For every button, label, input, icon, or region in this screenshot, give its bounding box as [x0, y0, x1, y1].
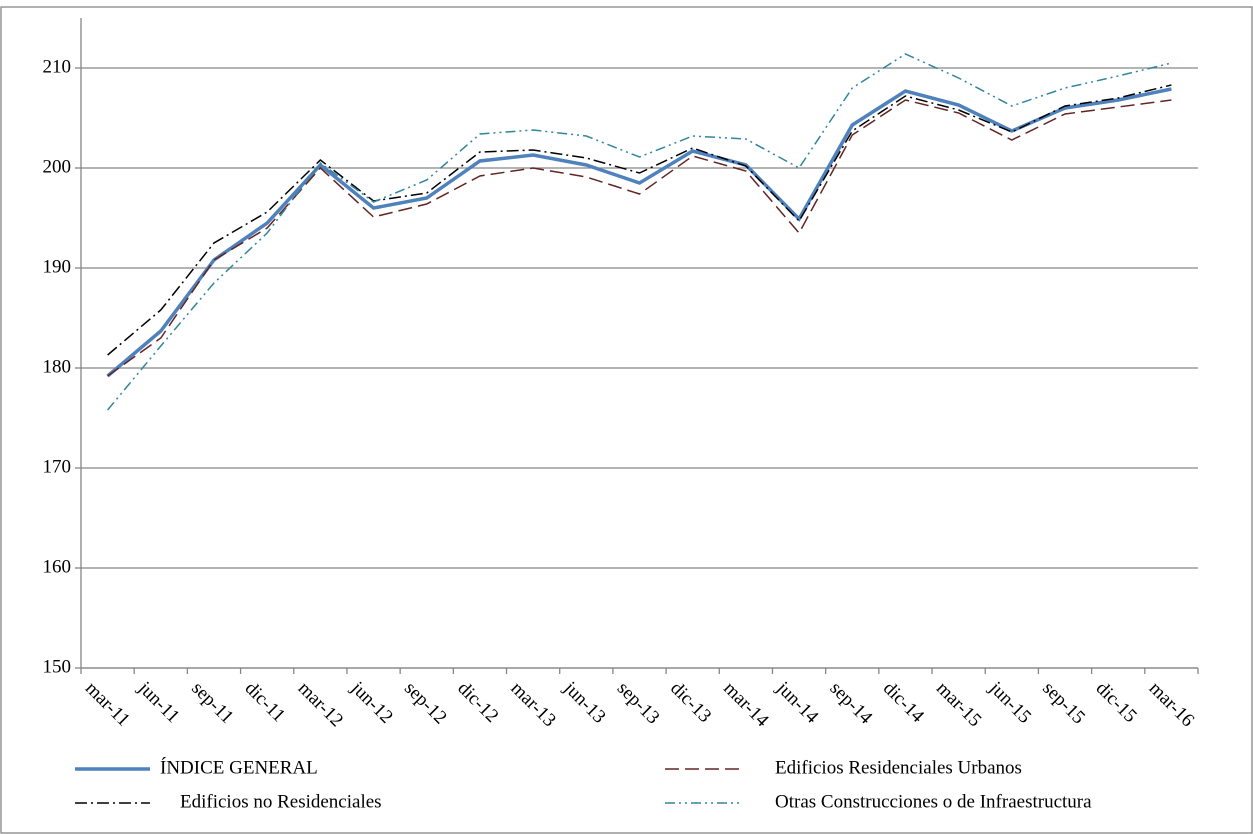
x-tick-label: mar-15 — [932, 678, 985, 731]
legend-label: Edificios Residenciales Urbanos — [775, 757, 1022, 778]
legend-label: Edificios no Residenciales — [180, 791, 382, 812]
x-tick-label: mar-12 — [294, 678, 347, 731]
series-line — [107, 99, 1172, 377]
x-tick-label: sep-14 — [826, 678, 877, 729]
x-tick-label: mar-11 — [81, 678, 134, 731]
legend-label: ÍNDICE GENERAL — [160, 756, 318, 778]
x-tick-label: mar-14 — [719, 678, 773, 732]
x-tick-label: dic-15 — [1092, 678, 1141, 727]
series-line — [107, 84, 1172, 356]
x-tick-label: jun-12 — [346, 677, 397, 728]
x-tick-label: sep-13 — [613, 678, 664, 729]
y-tick-label: 180 — [43, 356, 72, 377]
x-tick-label: mar-13 — [507, 678, 560, 731]
y-tick-label: 190 — [43, 256, 72, 277]
x-tick-label: dic-14 — [879, 678, 929, 728]
x-tick-label: jun-11 — [133, 677, 183, 727]
y-tick-label: 170 — [43, 456, 72, 477]
x-tick-label: jun-13 — [559, 677, 610, 728]
y-tick-label: 150 — [43, 656, 72, 677]
x-tick-label: dic-12 — [453, 678, 502, 727]
chart-border — [0, 6, 1253, 834]
x-tick-label: sep-12 — [400, 678, 451, 729]
y-tick-label: 210 — [43, 56, 72, 77]
x-tick-label: jun-14 — [772, 677, 823, 728]
y-tick-label: 160 — [43, 556, 72, 577]
x-tick-label: dic-11 — [241, 678, 290, 727]
x-tick-label: dic-13 — [666, 678, 715, 727]
series-line — [107, 53, 1172, 411]
x-tick-label: mar-16 — [1145, 678, 1198, 731]
legend-label: Otras Construcciones o de Infraestructur… — [775, 791, 1092, 812]
series-line — [106, 87, 1172, 378]
x-tick-label: sep-11 — [187, 678, 237, 728]
y-tick-label: 200 — [43, 156, 72, 177]
x-tick-label: jun-15 — [985, 677, 1036, 728]
x-tick-label: sep-15 — [1038, 678, 1089, 729]
